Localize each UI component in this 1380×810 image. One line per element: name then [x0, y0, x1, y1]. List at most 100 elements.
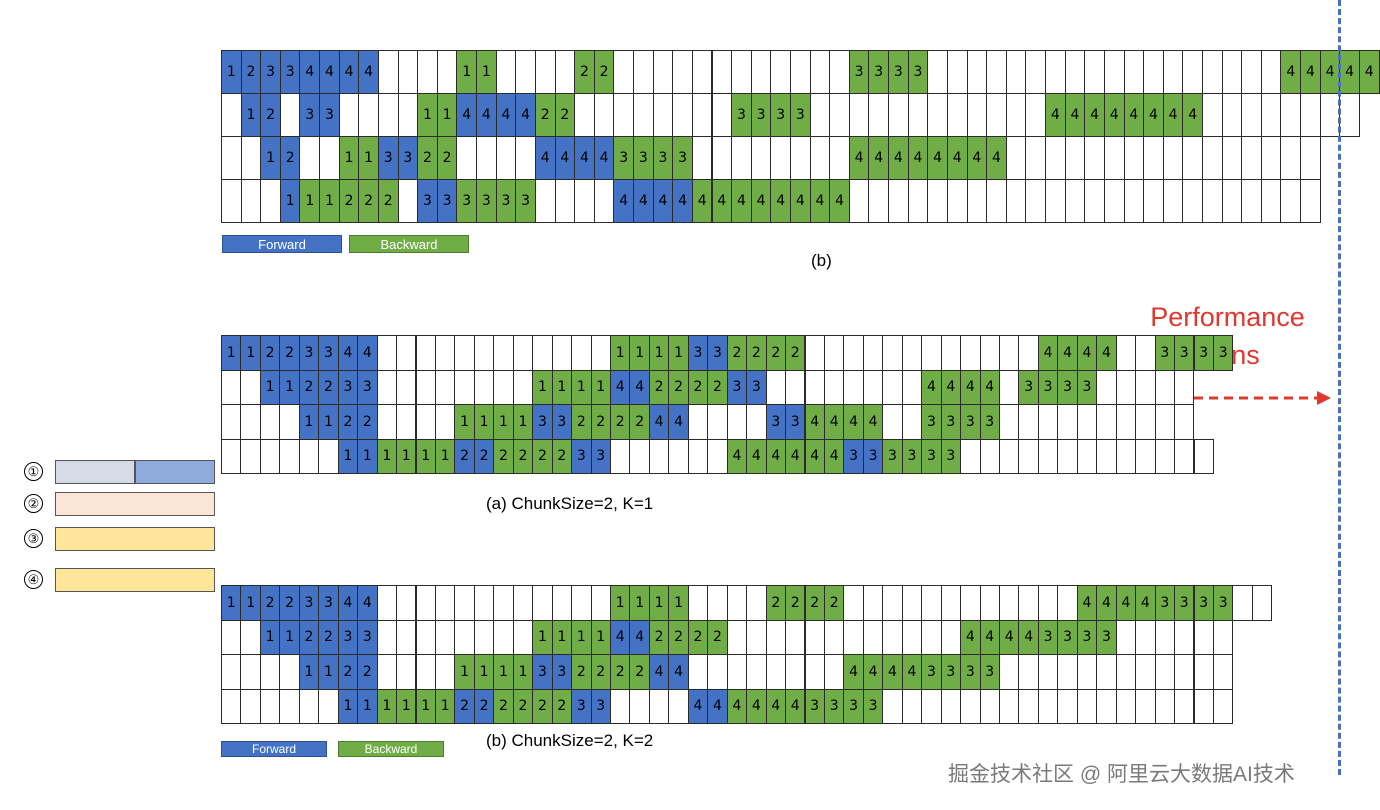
empty-cell: [1182, 179, 1203, 223]
empty-cell: [1103, 136, 1125, 180]
forward-cell: 1: [279, 619, 300, 655]
empty-cell: [279, 438, 300, 474]
empty-cell: [240, 654, 261, 690]
empty-cell: [1096, 654, 1117, 690]
empty-cell: [1025, 179, 1047, 223]
backward-cell: 4: [1045, 93, 1066, 137]
backward-cell: 1: [571, 619, 592, 655]
empty-cell: [593, 93, 615, 137]
backward-cell: 4: [921, 369, 942, 405]
forward-cell: 2: [357, 654, 378, 690]
empty-cell: [1174, 654, 1195, 690]
empty-cell: [711, 50, 733, 94]
empty-cell: [848, 179, 870, 223]
empty-cell: [1115, 688, 1137, 724]
backward-cell: 2: [338, 179, 360, 223]
forward-cell: 3: [377, 136, 399, 180]
empty-cell: [532, 585, 553, 621]
empty-cell: [668, 438, 689, 474]
empty-cell: [259, 438, 281, 474]
empty-cell: [668, 688, 689, 724]
empty-cell: [921, 585, 942, 621]
empty-cell: [862, 619, 884, 655]
empty-cell: [843, 335, 864, 371]
empty-cell: [240, 619, 261, 655]
empty-cell: [396, 404, 417, 440]
empty-cell: [454, 585, 475, 621]
empty-cell: [1135, 688, 1156, 724]
empty-cell: [1103, 179, 1125, 223]
empty-cell: [512, 619, 534, 655]
empty-cell: [1057, 585, 1078, 621]
forward-cell: 1: [279, 179, 301, 223]
empty-cell: [707, 585, 728, 621]
forward-cell: 1: [337, 688, 359, 724]
empty-cell: [260, 179, 281, 223]
empty-cell: [415, 654, 436, 690]
backward-cell: 4: [1143, 93, 1164, 137]
backward-cell: 2: [785, 585, 806, 621]
backward-cell: 4: [940, 369, 962, 405]
empty-cell: [493, 619, 514, 655]
empty-cell: [221, 136, 242, 180]
empty-cell: [1037, 404, 1059, 440]
empty-cell: [534, 50, 556, 94]
empty-cell: [746, 619, 767, 655]
backward-cell: 1: [512, 404, 534, 440]
empty-cell: [319, 136, 340, 180]
empty-cell: [221, 179, 242, 223]
backward-cell: 4: [1182, 93, 1203, 137]
empty-cell: [298, 438, 320, 474]
legend-number-2: ②: [24, 494, 43, 513]
empty-cell: [512, 335, 534, 371]
empty-cell: [534, 179, 556, 223]
backward-cell: 4: [823, 438, 845, 474]
backward-cell: 1: [532, 619, 553, 655]
backward-cell: 3: [1037, 369, 1059, 405]
backward-cell: 4: [1057, 335, 1078, 371]
forward-cell: 4: [495, 93, 517, 137]
empty-cell: [1018, 585, 1039, 621]
backward-cell: 1: [376, 438, 398, 474]
empty-cell: [376, 404, 398, 440]
forward-cell: 3: [299, 93, 321, 137]
empty-cell: [221, 93, 242, 137]
empty-cell: [1221, 93, 1243, 137]
empty-cell: [221, 688, 242, 724]
backward-cell: 3: [979, 654, 1000, 690]
backward-cell: 2: [493, 438, 514, 474]
empty-cell: [999, 335, 1020, 371]
empty-cell: [415, 369, 436, 405]
empty-cell: [946, 50, 968, 94]
empty-cell: [1193, 438, 1214, 474]
empty-cell: [1076, 438, 1098, 474]
forward-cell: 4: [337, 335, 359, 371]
backward-cell: 3: [1018, 369, 1039, 405]
backward-cell: 3: [1057, 619, 1078, 655]
backward-cell: 4: [946, 136, 968, 180]
backward-cell: 1: [551, 369, 573, 405]
empty-cell: [473, 335, 495, 371]
forward-cell: 1: [240, 335, 261, 371]
empty-cell: [707, 654, 728, 690]
empty-cell: [843, 619, 864, 655]
empty-cell: [1064, 179, 1086, 223]
empty-cell: [927, 50, 948, 94]
empty-cell: [493, 335, 514, 371]
empty-cell: [1202, 179, 1223, 223]
forward-cell: 1: [259, 369, 281, 405]
empty-cell: [999, 404, 1020, 440]
empty-cell: [240, 438, 261, 474]
backward-cell: 2: [551, 438, 573, 474]
empty-cell: [1241, 136, 1262, 180]
empty-cell: [1135, 619, 1156, 655]
backward-cell: 2: [668, 369, 689, 405]
empty-cell: [1212, 654, 1234, 690]
empty-cell: [1260, 136, 1282, 180]
empty-cell: [1260, 93, 1282, 137]
backward-cell: 4: [1076, 335, 1098, 371]
forward-cell: 3: [590, 688, 611, 724]
empty-cell: [434, 404, 456, 440]
empty-cell: [711, 93, 733, 137]
